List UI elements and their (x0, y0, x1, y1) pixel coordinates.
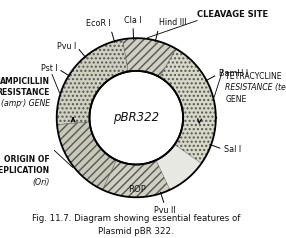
Circle shape (90, 71, 183, 164)
Wedge shape (103, 160, 170, 197)
Text: Sal I: Sal I (224, 145, 241, 154)
Text: TETRACYCLINE: TETRACYCLINE (225, 72, 282, 81)
Text: Fig. 11.7. Diagram showing essential features of: Fig. 11.7. Diagram showing essential fea… (32, 214, 241, 223)
Text: pBR322: pBR322 (113, 111, 159, 124)
Wedge shape (160, 49, 216, 163)
Text: BamH I: BamH I (219, 69, 248, 79)
Text: ORIGIN OF: ORIGIN OF (4, 155, 50, 164)
Text: RESISTANCE: RESISTANCE (0, 88, 50, 97)
Text: REPLICATION: REPLICATION (0, 166, 50, 175)
Wedge shape (57, 122, 116, 190)
Text: Hind III: Hind III (159, 18, 186, 27)
Text: GENE: GENE (225, 94, 247, 104)
Text: ROP: ROP (128, 185, 146, 193)
Wedge shape (122, 38, 176, 77)
Text: Pvu II: Pvu II (154, 206, 176, 215)
Text: (ampʳ) GENE: (ampʳ) GENE (1, 99, 50, 108)
Text: (Ori): (Ori) (32, 178, 50, 187)
Wedge shape (57, 39, 128, 125)
Wedge shape (57, 38, 216, 197)
Text: EcoR I: EcoR I (86, 19, 111, 28)
Text: Pvu I: Pvu I (57, 42, 76, 51)
Text: Pst I: Pst I (41, 64, 57, 73)
Text: Cla I: Cla I (124, 16, 142, 25)
Text: Plasmid pBR 322.: Plasmid pBR 322. (98, 227, 174, 236)
Text: AMPICILLIN: AMPICILLIN (0, 77, 50, 86)
Text: CLEAVAGE SITE: CLEAVAGE SITE (197, 10, 268, 19)
Text: RESISTANCE (tetʳ): RESISTANCE (tetʳ) (225, 83, 286, 92)
